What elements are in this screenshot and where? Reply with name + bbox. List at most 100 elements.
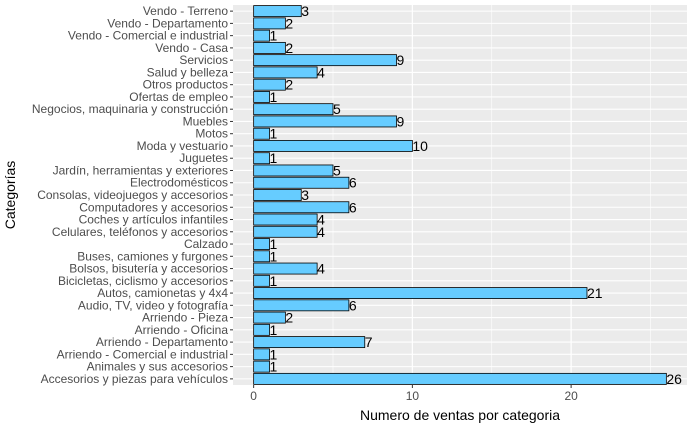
bar-value-label: 1 xyxy=(270,28,278,44)
y-tick-label: Vendo - Departamento xyxy=(107,16,228,30)
x-tick-label: 20 xyxy=(564,389,578,403)
bar xyxy=(253,127,270,140)
bar-value-label: 5 xyxy=(333,162,341,178)
y-tick-label: Muebles xyxy=(183,114,228,128)
bar xyxy=(253,311,286,324)
bar xyxy=(253,225,318,238)
bar xyxy=(253,115,397,128)
y-tick-label: Negocios, maquinaria y construcción xyxy=(32,102,228,116)
bar-value-label: 1 xyxy=(270,248,278,264)
bar xyxy=(253,372,667,385)
bar xyxy=(253,54,397,67)
bar-value-label: 9 xyxy=(397,52,405,68)
bar xyxy=(253,29,270,42)
bar xyxy=(253,262,318,275)
y-tick-label: Consolas, videojuegos y accesorios xyxy=(37,188,228,202)
bar-value-label: 7 xyxy=(365,334,373,350)
bar xyxy=(253,323,270,336)
y-tick-label: Vendo - Comercial e industrial xyxy=(68,29,228,43)
bar xyxy=(253,176,350,189)
bar xyxy=(253,360,270,373)
y-tick-label: Audio, TV, video y fotografía xyxy=(78,298,228,312)
bar-value-label: 1 xyxy=(270,273,278,289)
bar-value-label: 2 xyxy=(285,310,293,326)
bar-value-label: 1 xyxy=(270,236,278,252)
x-axis-title: Numero de ventas por categoria xyxy=(360,407,560,423)
y-tick-label: Vendo - Casa xyxy=(155,41,228,55)
bar-value-label: 4 xyxy=(317,64,325,80)
bar-value-label: 2 xyxy=(285,40,293,56)
bar-value-label: 10 xyxy=(412,138,428,154)
y-tick-label: Bicicletas, ciclismo y accesorios xyxy=(58,274,228,288)
bar xyxy=(253,287,588,299)
bar-value-label: 3 xyxy=(301,3,309,19)
bar-value-label: 1 xyxy=(270,126,278,142)
bar-value-label: 2 xyxy=(285,15,293,31)
bar-value-label: 1 xyxy=(270,150,278,166)
y-tick-label: Buses, camiones y furgones xyxy=(77,249,228,263)
y-tick-label: Motos xyxy=(195,127,228,141)
bar xyxy=(253,299,350,312)
y-tick-label: Bolsos, bisutería y accesorios xyxy=(69,262,228,276)
bar-value-label: 6 xyxy=(349,297,357,313)
bar-value-label: 5 xyxy=(333,101,341,117)
bar-value-label: 1 xyxy=(270,322,278,338)
bar xyxy=(253,78,286,91)
bar xyxy=(253,5,302,18)
bar xyxy=(253,103,334,116)
y-tick-label: Ofertas de empleo xyxy=(129,90,228,104)
y-tick-label: Coches y artículos infantiles xyxy=(79,213,228,227)
x-tick-labels: 0 10 20 xyxy=(250,385,578,403)
bar xyxy=(253,274,270,287)
bar-value-label: 1 xyxy=(270,346,278,362)
y-tick-label: Servicios xyxy=(179,53,228,67)
bars-layer xyxy=(253,5,667,385)
y-tick-label: Vendo - Terreno xyxy=(143,4,228,18)
y-tick-label: Accesorios y piezas para vehículos xyxy=(41,372,228,386)
bar xyxy=(253,17,286,30)
bar-value-label: 6 xyxy=(349,175,357,191)
bar-value-label: 2 xyxy=(285,77,293,93)
bar xyxy=(253,41,286,54)
y-tick-label: Otros productos xyxy=(143,78,228,92)
bar-value-label: 3 xyxy=(301,187,309,203)
bar xyxy=(253,250,270,263)
bar-value-label: 21 xyxy=(587,285,603,301)
x-tick-label: 10 xyxy=(406,389,420,403)
bar xyxy=(253,66,318,79)
bar-value-label: 1 xyxy=(270,359,278,375)
y-tick-label: Jardín, herramientas y exteriores xyxy=(53,163,228,177)
bar xyxy=(253,336,366,349)
y-tick-label: Computadores y accesorios xyxy=(79,200,228,214)
y-tick-label: Moda y vestuario xyxy=(137,139,229,153)
bar-value-label: 9 xyxy=(397,113,405,129)
bar-value-label: 26 xyxy=(666,371,682,387)
bar xyxy=(253,152,270,165)
y-tick-label: Arriendo - Departamento xyxy=(96,335,228,349)
bar xyxy=(253,189,302,201)
bar xyxy=(253,91,270,103)
bar-value-label: 6 xyxy=(349,199,357,215)
y-axis-title: Categorías xyxy=(2,161,18,229)
y-tick-label: Arriendo - Pieza xyxy=(142,311,228,325)
y-tick-label: Celulares, teléfonos y accesorios xyxy=(52,225,228,239)
bar-value-label: 4 xyxy=(317,212,325,228)
y-tick-label: Animales y sus accesorios xyxy=(87,360,228,374)
bar xyxy=(253,213,318,226)
y-tick-label: Juguetes xyxy=(179,151,228,165)
bar xyxy=(253,238,270,250)
y-tick-label: Salud y belleza xyxy=(147,65,229,79)
y-tick-label: Electrodomésticos xyxy=(130,176,228,190)
y-tick-label: Arriendo - Oficina xyxy=(135,323,229,337)
bar-value-label: 4 xyxy=(317,224,325,240)
bar-value-label: 4 xyxy=(317,261,325,277)
grid-layer xyxy=(233,5,687,385)
bar xyxy=(253,201,350,214)
bar xyxy=(253,140,413,152)
bar-value-label: 1 xyxy=(270,89,278,105)
bar xyxy=(253,164,334,177)
